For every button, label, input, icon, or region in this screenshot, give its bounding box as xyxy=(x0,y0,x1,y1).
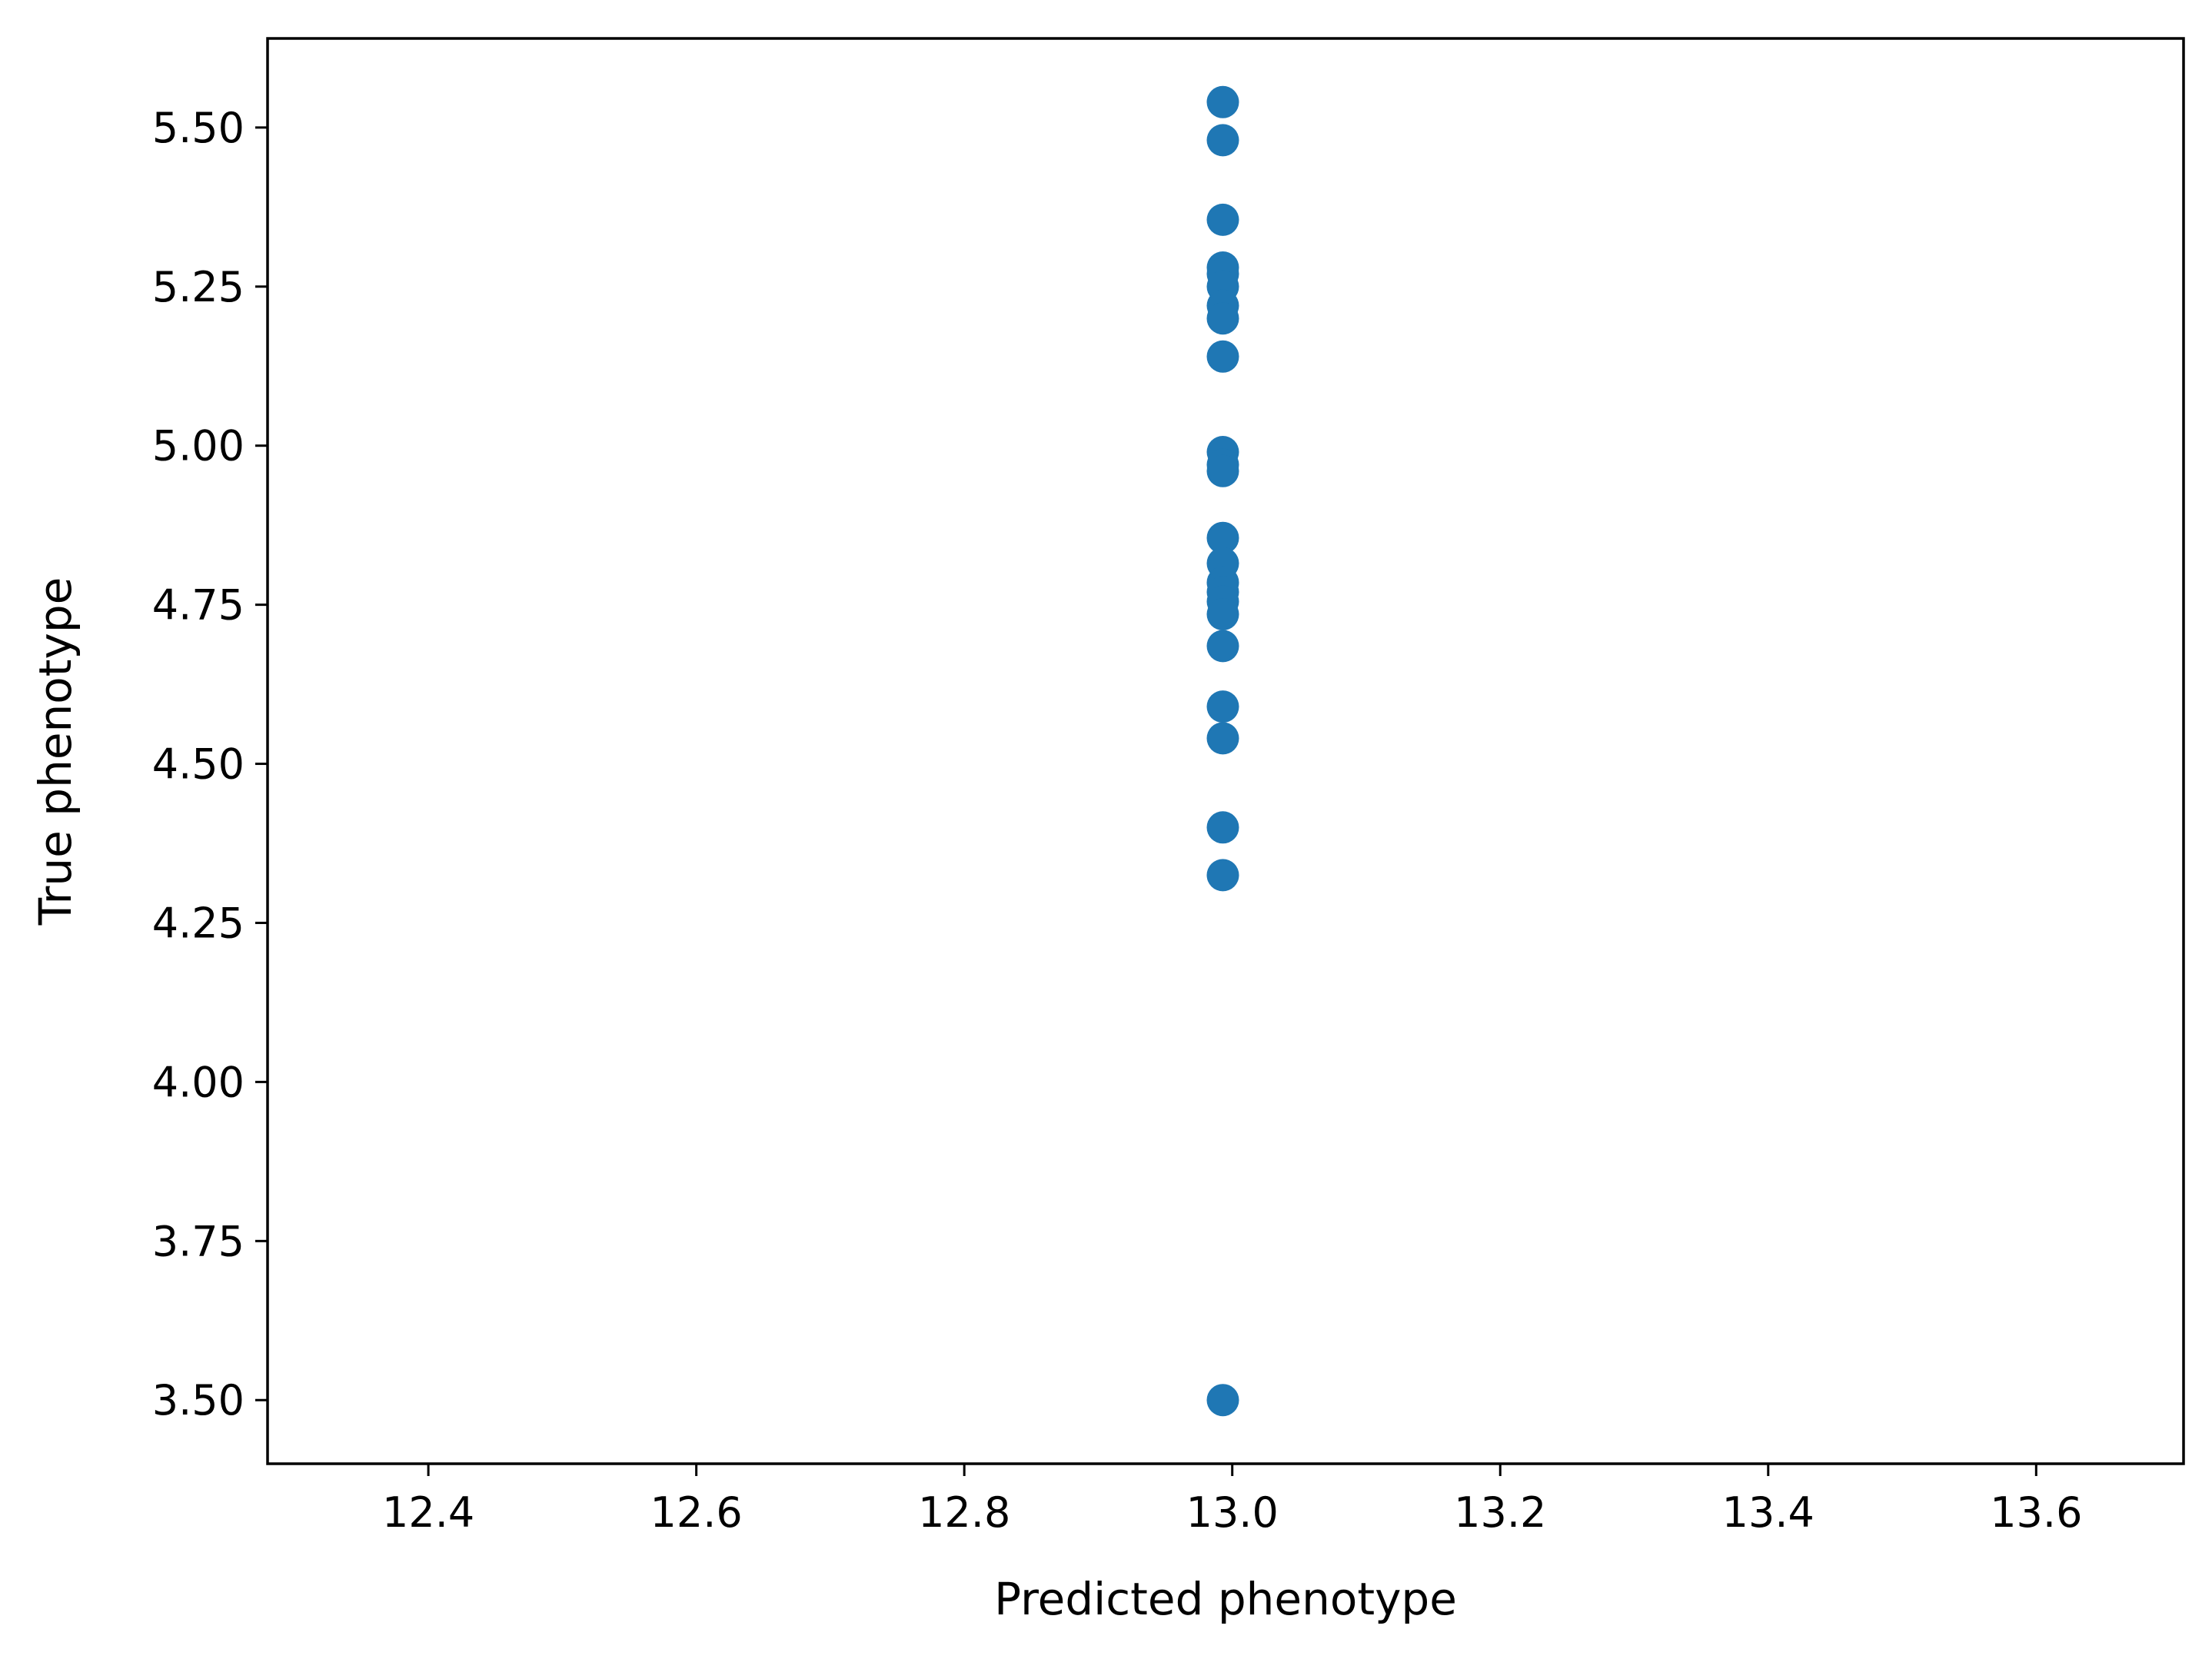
y-tick-label: 4.50 xyxy=(152,740,244,789)
data-point xyxy=(1206,340,1239,373)
y-axis: 3.50 3.75 4.00 4.25 4.50 4.75 5.00 5.25 5.50 xyxy=(152,104,268,1425)
x-tick-label: 12.6 xyxy=(650,1488,743,1537)
y-tick-label: 4.75 xyxy=(152,581,244,630)
y-tick-label: 4.00 xyxy=(152,1058,244,1106)
y-tick-label: 3.50 xyxy=(152,1376,244,1425)
y-tick-label: 5.50 xyxy=(152,104,244,152)
x-tick-label: 12.8 xyxy=(918,1488,1010,1537)
data-point xyxy=(1206,690,1239,723)
data-point xyxy=(1206,722,1239,755)
data-point xyxy=(1206,454,1239,487)
data-point xyxy=(1206,1384,1239,1417)
y-axis-label: True phenotype xyxy=(29,577,81,926)
data-points xyxy=(1206,85,1239,1417)
data-point xyxy=(1206,85,1239,118)
data-point xyxy=(1206,124,1239,157)
x-tick-label: 12.4 xyxy=(382,1488,474,1537)
data-point xyxy=(1206,630,1239,663)
data-point xyxy=(1206,859,1239,892)
x-tick-label: 13.4 xyxy=(1722,1488,1815,1537)
y-tick-label: 5.25 xyxy=(152,263,244,311)
x-axis: 12.4 12.6 12.8 13.0 13.2 13.4 13.6 xyxy=(382,1464,2082,1537)
data-point xyxy=(1206,521,1239,554)
x-tick-label: 13.0 xyxy=(1186,1488,1279,1537)
x-tick-label: 13.6 xyxy=(1990,1488,2082,1537)
data-point xyxy=(1206,302,1239,335)
data-point xyxy=(1206,203,1239,236)
data-point xyxy=(1206,598,1239,630)
y-tick-label: 5.00 xyxy=(152,422,244,470)
x-axis-label: Predicted phenotype xyxy=(994,1573,1457,1625)
y-tick-label: 4.25 xyxy=(152,899,244,947)
data-point xyxy=(1206,811,1239,844)
x-tick-label: 13.2 xyxy=(1454,1488,1546,1537)
y-tick-label: 3.75 xyxy=(152,1217,244,1265)
